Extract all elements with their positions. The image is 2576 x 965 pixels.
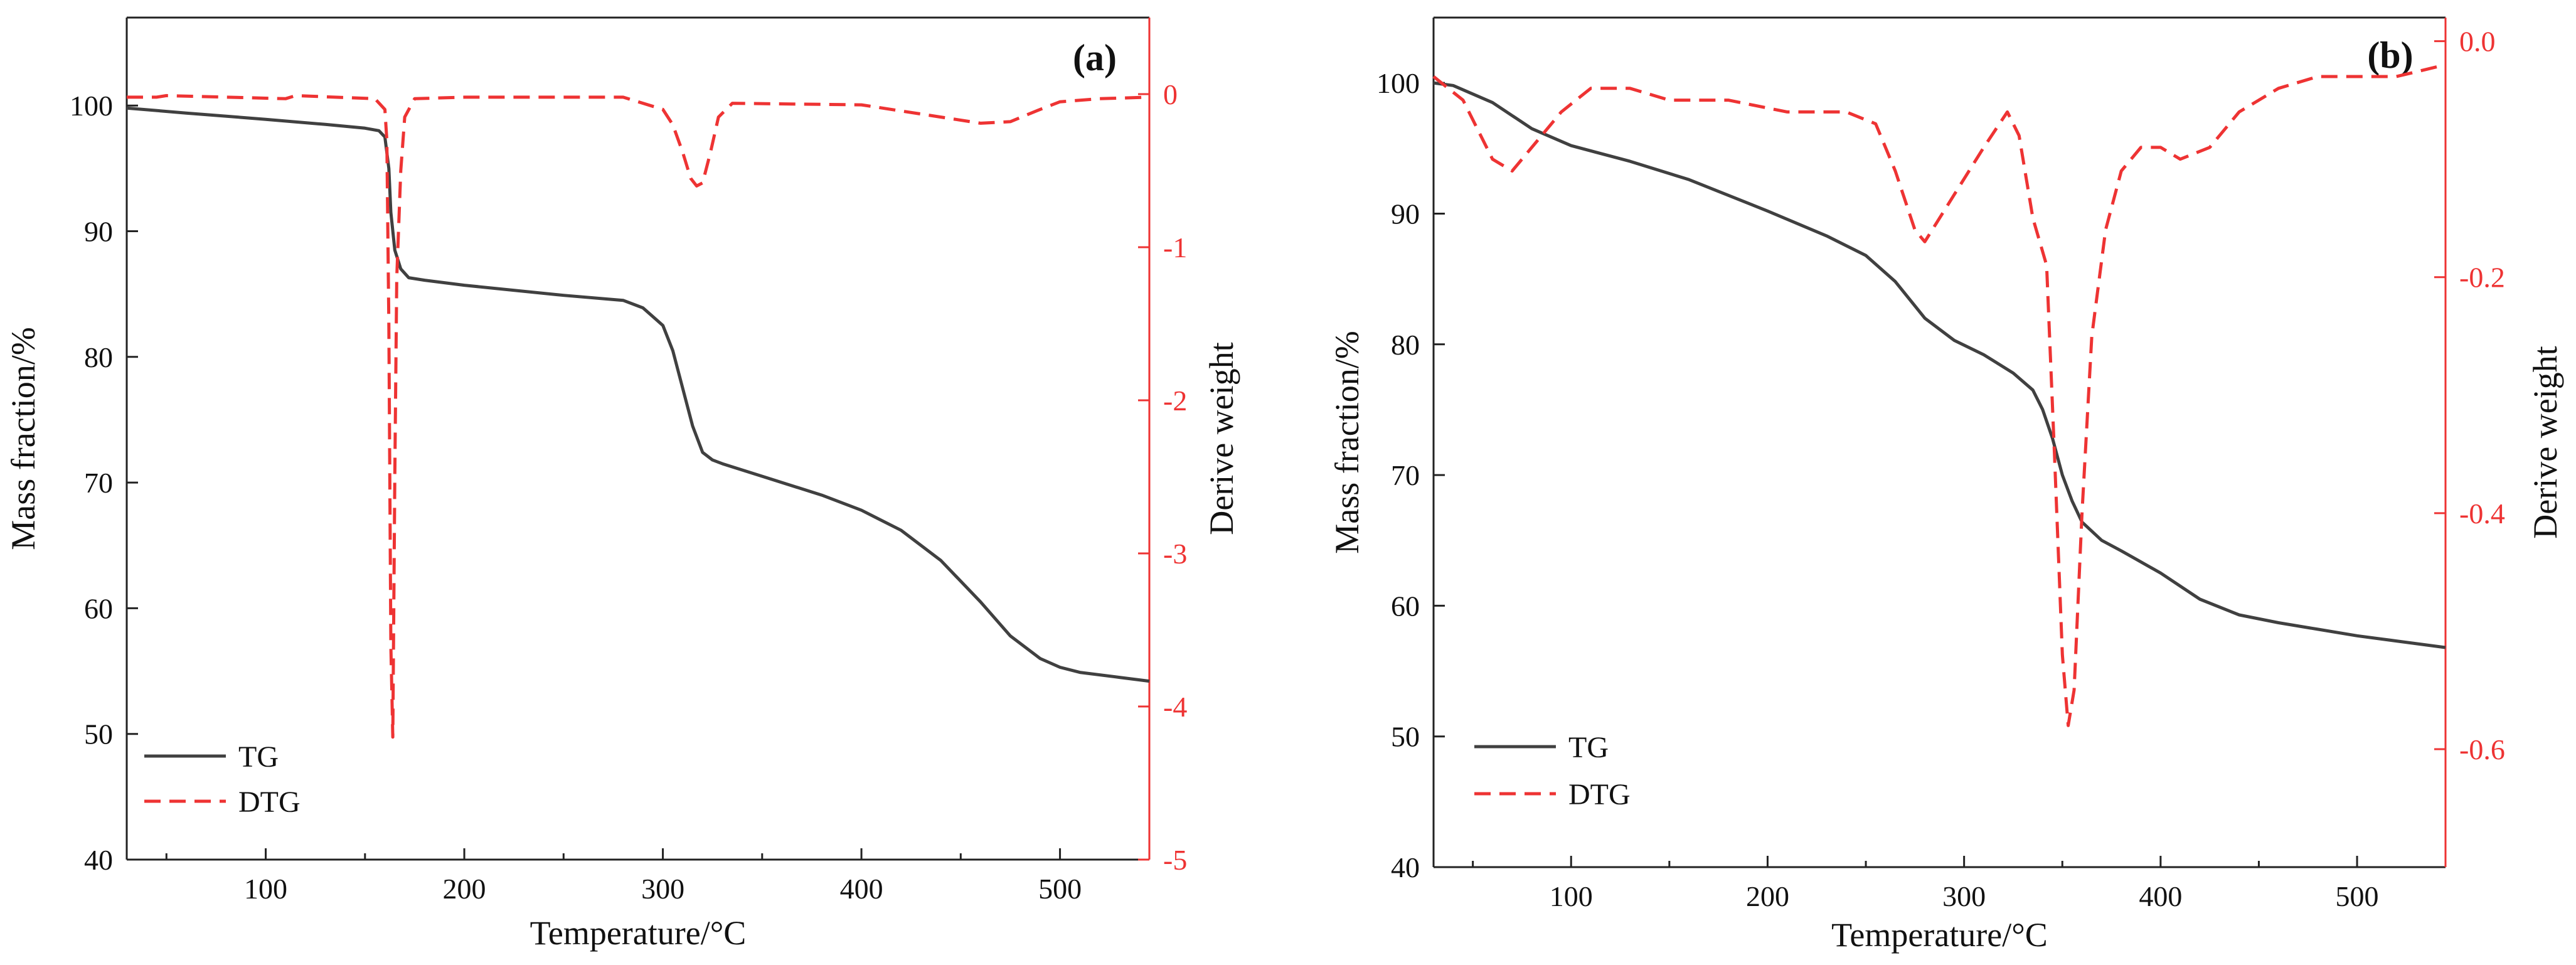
x-tick-label: 300 [641, 873, 684, 905]
y-tick-label-left: 60 [1391, 590, 1420, 622]
x-tick-label: 100 [244, 873, 287, 905]
y-tick-label-right: 0 [1163, 78, 1178, 110]
x-tick-label: 200 [443, 873, 486, 905]
y-tick-label-left: 100 [1376, 67, 1420, 99]
legend-label: TG [238, 740, 279, 774]
legend-label: TG [1568, 731, 1609, 764]
y-axis-title-right: Derive weight [1203, 342, 1240, 535]
y-tick-label-left: 90 [84, 216, 113, 248]
y-tick-label-left: 80 [84, 341, 113, 373]
x-tick-label: 400 [840, 873, 883, 905]
y-tick-label-left: 70 [84, 467, 113, 499]
y-tick-label-left: 50 [1391, 721, 1420, 753]
series-line-dtg [1432, 63, 2446, 727]
panel-b: 100 200 300 400 500 40 50 60 70 80 90 100 -0.6 -0.4 -0… [1328, 16, 2564, 954]
y-tick-label-left: 60 [84, 592, 113, 624]
x-axis-title: Temperature/°C [1831, 916, 2048, 954]
series-line-dtg [127, 93, 1150, 739]
y-tick-label-left: 90 [1391, 198, 1420, 230]
panel-label: (b) [2367, 35, 2413, 76]
y-tick-label-right: -5 [1163, 844, 1187, 876]
panel-label: (a) [1073, 37, 1117, 78]
y-axis-title-right: Derive weight [2526, 346, 2564, 538]
panel-a: 100 200 300 400 500 40 50 60 70 80 90 100 -5 -4 -3 -2 -1… [4, 16, 1240, 952]
y-tick-label-right: -0.4 [2459, 498, 2505, 530]
x-tick-label: 300 [1942, 880, 1986, 912]
series-line-tg [126, 106, 1150, 683]
y-tick-label-left: 80 [1391, 329, 1420, 361]
y-tick-label-right: -4 [1163, 691, 1187, 723]
y-tick-label-right: -0.6 [2459, 733, 2505, 765]
x-tick-label: 500 [1038, 873, 1082, 905]
x-tick-label: 100 [1550, 880, 1593, 912]
legend-label: DTG [238, 786, 301, 819]
y-tick-label-left: 40 [1391, 851, 1420, 883]
series-line-tg [1433, 81, 2446, 649]
y-axis-title-left: Mass fraction/% [4, 327, 42, 550]
x-tick-label: 200 [1746, 880, 1789, 912]
y-tick-label-right: -1 [1163, 232, 1187, 264]
y-tick-label-left: 50 [84, 718, 113, 750]
y-tick-label-left: 70 [1391, 459, 1420, 491]
y-tick-label-right: -0.2 [2459, 262, 2505, 294]
y-tick-label-left: 100 [70, 90, 113, 122]
x-tick-label: 500 [2336, 880, 2379, 912]
x-tick-label: 400 [2139, 880, 2182, 912]
x-axis-title: Temperature/°C [530, 914, 747, 952]
y-tick-label-right: -2 [1163, 385, 1187, 417]
y-tick-label-right: -3 [1163, 538, 1187, 570]
y-tick-label-right: 0.0 [2459, 26, 2496, 58]
y-axis-title-left: Mass fraction/% [1328, 331, 1366, 553]
legend-label: DTG [1568, 778, 1631, 811]
y-tick-label-left: 40 [84, 844, 113, 876]
